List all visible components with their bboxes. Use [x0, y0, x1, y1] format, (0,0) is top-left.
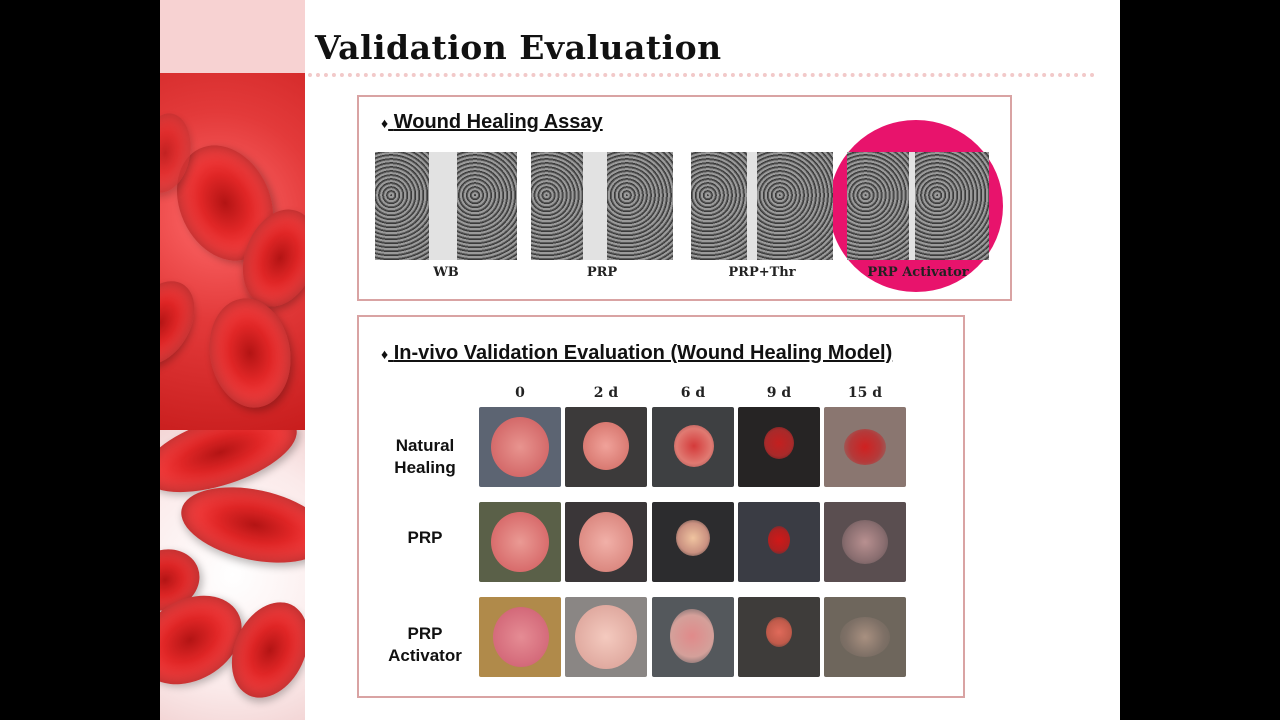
- assay-image-prp-thr: [691, 152, 833, 260]
- wound-photo: [479, 502, 561, 582]
- column-header-day-6: 6 d: [680, 385, 706, 401]
- wound-photo: [479, 597, 561, 677]
- wound-photo: [565, 502, 647, 582]
- blood-cells-image-top: [160, 73, 305, 430]
- wound-healing-assay-panel: ♦ Wound Healing Assay WB PRP PRP+Thr PRP…: [357, 95, 1012, 301]
- wound-photo: [738, 597, 820, 677]
- wound-photo: [565, 407, 647, 487]
- column-header-day-9: 9 d: [766, 385, 792, 401]
- bullet-icon: ♦: [381, 114, 389, 131]
- row-label-prp-activator: PRP Activator: [388, 624, 462, 665]
- assay-label-wb: WB: [433, 265, 459, 280]
- slide-title: Validation Evaluation: [315, 28, 722, 67]
- blood-cells-image-bottom: [160, 430, 305, 720]
- wound-photo: [824, 502, 906, 582]
- assay-panel-heading: ♦ Wound Healing Assay: [381, 111, 603, 133]
- title-divider: [308, 73, 1095, 77]
- sidebar-top-band: [160, 0, 305, 73]
- slide: Validation Evaluation ♦ Wound Healing As…: [160, 0, 1120, 720]
- wound-photo: [738, 407, 820, 487]
- wound-photo: [824, 407, 906, 487]
- assay-image-prp-activator: [847, 152, 989, 260]
- wound-photo: [824, 597, 906, 677]
- assay-label-prp-activator: PRP Activator: [867, 265, 969, 280]
- wound-photo: [652, 502, 734, 582]
- wound-photo: [652, 597, 734, 677]
- column-header-day-0: 0: [515, 385, 525, 401]
- assay-image-wb: [375, 152, 517, 260]
- bullet-icon: ♦: [381, 345, 389, 362]
- wound-photo: [652, 407, 734, 487]
- invivo-panel-heading: ♦ In-vivo Validation Evaluation (Wound H…: [381, 342, 893, 364]
- row-label-natural-healing: Natural Healing: [394, 436, 456, 477]
- wound-photo: [565, 597, 647, 677]
- row-label-prp: PRP: [407, 528, 443, 547]
- assay-label-prp-thr: PRP+Thr: [728, 265, 796, 280]
- column-header-day-2: 2 d: [593, 385, 619, 401]
- in-vivo-validation-panel: ♦ In-vivo Validation Evaluation (Wound H…: [357, 315, 965, 698]
- decorative-sidebar: [160, 0, 305, 720]
- assay-label-prp: PRP: [586, 265, 618, 280]
- wound-photo: [738, 502, 820, 582]
- assay-image-prp: [531, 152, 673, 260]
- wound-photo: [479, 407, 561, 487]
- column-header-day-15: 15 d: [847, 385, 883, 401]
